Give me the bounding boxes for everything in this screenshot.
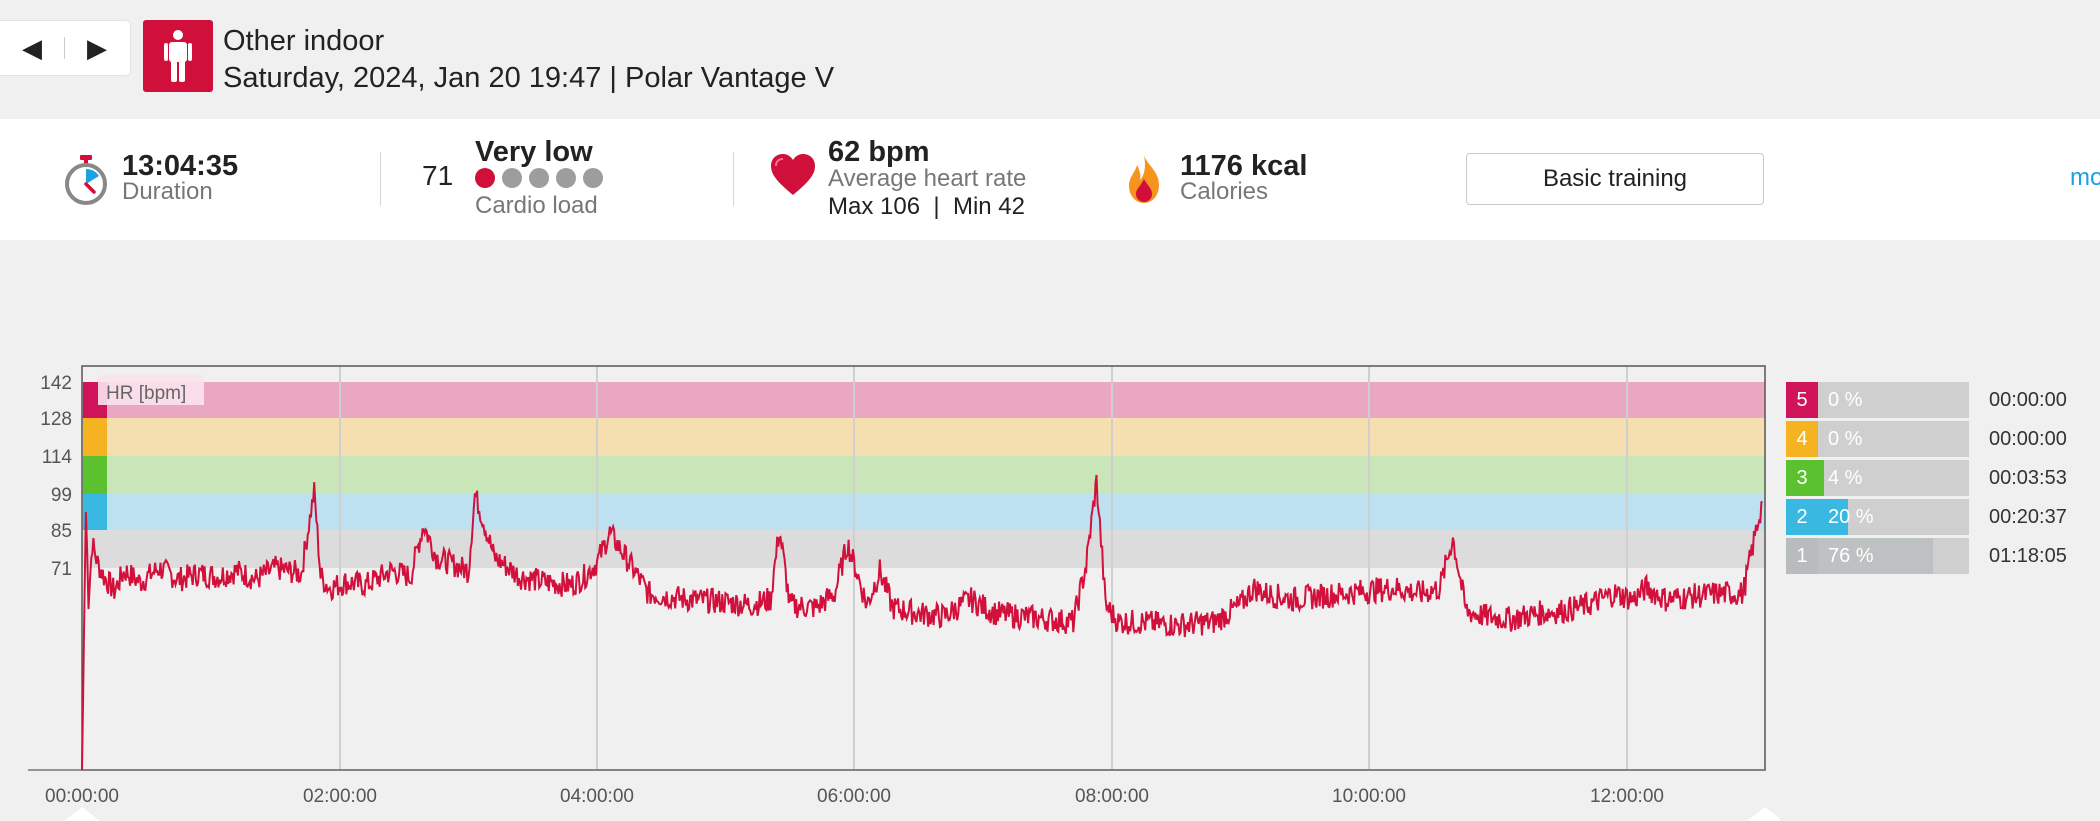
flame-icon: [1129, 155, 1159, 203]
range-handle-left[interactable]: [64, 807, 100, 821]
zone-marker-3: [83, 456, 107, 494]
zone-band-3: [82, 456, 1765, 494]
person-standing-icon: [164, 30, 192, 82]
sport-name: Other indoor: [223, 25, 385, 57]
zone-bar: 4 %: [1818, 460, 1969, 496]
arrow-right-icon: ▶: [87, 32, 107, 63]
cardio-dot-empty: [529, 168, 549, 188]
hr-line: [81, 474, 1763, 771]
previous-session-button[interactable]: ◀: [0, 21, 64, 75]
zone-bar: 0 %: [1818, 421, 1969, 457]
x-tick-label: 04:00:00: [560, 786, 634, 807]
hr-max-min: Max 106 | Min 42: [828, 193, 1025, 220]
zone-percent: 4 %: [1828, 467, 1863, 489]
x-axis-ticks: 00:00:00 02:00:00 04:00:00 06:00:00 08:00:00…: [45, 786, 1664, 807]
zone-bands: [82, 382, 1765, 568]
summary-strip: [0, 119, 2100, 240]
nav-divider: [64, 37, 65, 59]
zone-band-4: [82, 418, 1765, 456]
cardio-dot-filled: [475, 168, 495, 188]
zone-number: 4: [1786, 421, 1818, 457]
x-tick-label: 06:00:00: [817, 786, 891, 807]
session-title: Other indoor Saturday, 2024, Jan 20 19:4…: [223, 22, 834, 96]
divider: [733, 152, 734, 206]
x-tick-label: 00:00:00: [45, 786, 119, 807]
training-benefit-button[interactable]: Basic training: [1466, 153, 1764, 205]
y-tick-label: 71: [51, 559, 72, 580]
x-tick-label: 02:00:00: [303, 786, 377, 807]
calories-label: Calories: [1180, 178, 1269, 205]
duration-label: Duration: [122, 178, 213, 205]
cardio-load-value: 71: [422, 160, 454, 191]
zone-percent: 0 %: [1828, 428, 1863, 450]
stopwatch-icon: [65, 155, 107, 205]
zone-bar: 76 %: [1818, 538, 1969, 574]
next-session-button[interactable]: ▶: [65, 21, 129, 75]
zone-number: 1: [1786, 538, 1818, 574]
heart-rate-chart: HR [bpm] 142 128 114 99 85 71 00:00:00 02:00:0…: [28, 365, 1780, 821]
zone-bar: 0 %: [1818, 382, 1969, 418]
y-tick-label: 85: [51, 521, 72, 542]
zone-time: 00:03:53: [1989, 467, 2067, 489]
cardio-load-label: Cardio load: [475, 192, 598, 219]
zone-marker-4: [83, 418, 107, 456]
range-handle-right[interactable]: [1747, 807, 1780, 821]
zone-bar-fill: [1818, 460, 1825, 496]
average-hr-value: 62 bpm: [828, 136, 930, 168]
hr-label: HR [bpm]: [106, 383, 186, 404]
cardio-load-dots: [475, 168, 603, 188]
zone-number: 3: [1786, 460, 1818, 496]
activity-navigation: ◀ ▶: [0, 20, 131, 76]
cardio-dot-empty: [556, 168, 576, 188]
arrow-left-icon: ◀: [22, 32, 42, 63]
more-link[interactable]: mo: [2070, 164, 2100, 191]
zone-bar: 20 %: [1818, 499, 1969, 535]
cardio-load-level: Very low: [475, 136, 593, 168]
y-tick-label: 99: [51, 485, 72, 506]
zone-percent: 20 %: [1828, 506, 1874, 528]
y-tick-label: 128: [40, 409, 72, 430]
hr-label-box: [98, 375, 204, 405]
zone-band-5: [82, 382, 1765, 418]
average-hr-label: Average heart rate: [828, 165, 1027, 192]
zone-number: 2: [1786, 499, 1818, 535]
heart-icon: [771, 154, 815, 195]
zone-bar-fill: [1818, 538, 1933, 574]
zone-time: 01:18:05: [1989, 545, 2067, 567]
cardio-dot-empty: [502, 168, 522, 188]
zone-time: 00:00:00: [1989, 428, 2067, 450]
zone-time: 00:00:00: [1989, 389, 2067, 411]
zone-time: 00:20:37: [1989, 506, 2067, 528]
x-tick-label: 10:00:00: [1332, 786, 1406, 807]
zone-band-1: [82, 530, 1765, 568]
zone-percent: 76 %: [1828, 545, 1874, 567]
sport-tile: [143, 20, 213, 92]
zone-band-2: [82, 494, 1765, 530]
y-tick-label: 114: [42, 447, 73, 468]
x-tick-label: 08:00:00: [1075, 786, 1149, 807]
calories-value: 1176 kcal: [1180, 150, 1308, 182]
y-tick-label: 142: [40, 373, 72, 394]
zone-percent: 0 %: [1828, 389, 1863, 411]
zone-bar-fill: [1818, 499, 1849, 535]
y-axis-ticks: 142 128 114 99 85 71: [40, 373, 72, 580]
zone-number: 5: [1786, 382, 1818, 418]
divider: [380, 152, 381, 206]
session-date-device: Saturday, 2024, Jan 20 19:47 | Polar Van…: [223, 62, 835, 94]
duration-value: 13:04:35: [122, 150, 239, 182]
x-tick-label: 12:00:00: [1590, 786, 1664, 807]
cardio-dot-empty: [583, 168, 603, 188]
